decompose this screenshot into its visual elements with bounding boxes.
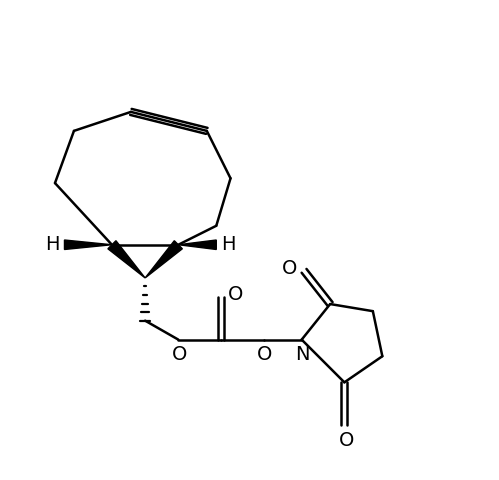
Text: H: H xyxy=(45,235,60,254)
Text: O: O xyxy=(339,431,354,450)
Text: N: N xyxy=(295,345,310,364)
Polygon shape xyxy=(178,240,216,250)
Text: H: H xyxy=(221,235,236,254)
Polygon shape xyxy=(145,240,182,278)
Text: O: O xyxy=(282,259,297,278)
Text: O: O xyxy=(257,345,272,364)
Polygon shape xyxy=(108,240,145,278)
Text: O: O xyxy=(228,285,243,304)
Polygon shape xyxy=(64,240,112,250)
Text: O: O xyxy=(172,345,187,364)
